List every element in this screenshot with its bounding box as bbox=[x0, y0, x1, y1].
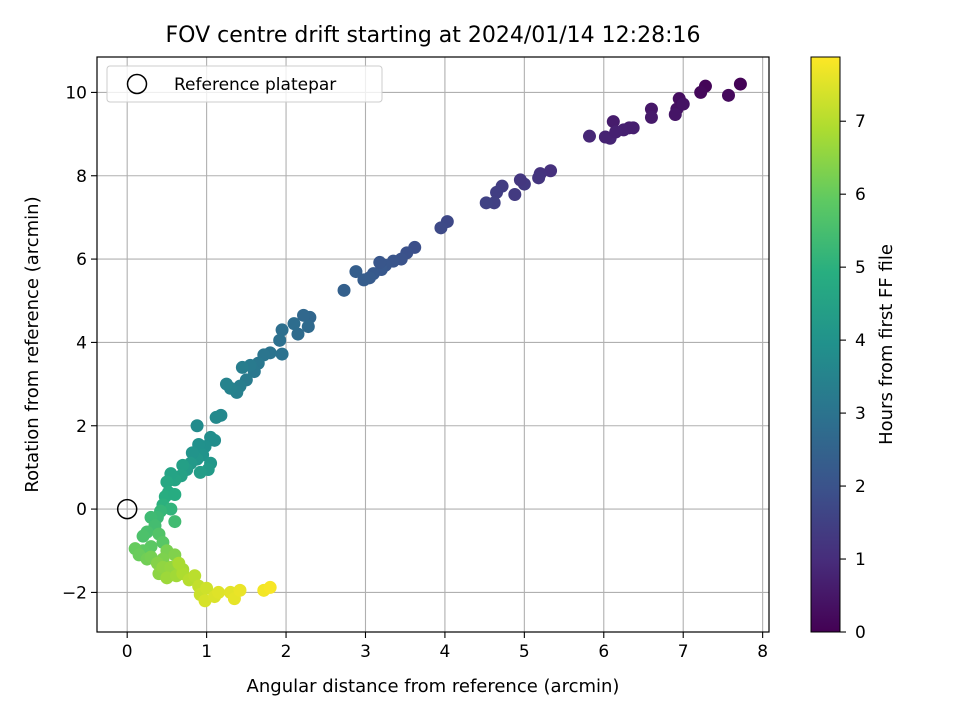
x-tick-label: 4 bbox=[440, 642, 451, 662]
data-point bbox=[544, 164, 558, 178]
legend: Reference platepar bbox=[106, 65, 383, 103]
data-point bbox=[508, 188, 522, 201]
data-point bbox=[606, 115, 620, 129]
colorbar-ticks: 0 1 2 3 4 5 6 7 bbox=[840, 112, 866, 643]
data-point bbox=[337, 283, 351, 297]
legend-reference-marker bbox=[126, 73, 148, 95]
data-point bbox=[297, 308, 311, 322]
data-point bbox=[219, 377, 233, 391]
data-point bbox=[168, 488, 182, 501]
data-point bbox=[275, 323, 289, 337]
data-point bbox=[168, 515, 182, 529]
data-point bbox=[609, 125, 623, 139]
y-tick-label: 4 bbox=[76, 333, 87, 353]
y-tick-label: 6 bbox=[76, 250, 87, 270]
x-tick-label: 1 bbox=[201, 642, 212, 662]
data-point bbox=[694, 85, 708, 99]
data-point bbox=[235, 360, 249, 374]
data-point bbox=[188, 569, 202, 583]
x-tick-label: 7 bbox=[678, 642, 689, 662]
data-point bbox=[185, 446, 199, 460]
x-tick-label: 0 bbox=[122, 642, 133, 662]
data-point bbox=[490, 185, 504, 199]
colorbar-tick-label: 2 bbox=[855, 477, 866, 497]
colorbar-tick-label: 4 bbox=[855, 331, 866, 351]
data-point bbox=[287, 317, 301, 331]
x-tick-label: 6 bbox=[598, 642, 609, 662]
x-tick-label: 5 bbox=[519, 642, 530, 662]
data-point bbox=[193, 465, 207, 479]
legend-box bbox=[106, 65, 383, 103]
colorbar-tick-label: 0 bbox=[855, 623, 866, 643]
y-tick-label: 2 bbox=[76, 417, 87, 437]
data-point bbox=[357, 273, 371, 287]
x-tick-label: 3 bbox=[360, 642, 371, 662]
y-axis-ticks: −2 0 2 4 6 8 10 bbox=[62, 83, 97, 603]
plot-frame bbox=[96, 56, 770, 633]
colorbar bbox=[810, 56, 841, 633]
data-point bbox=[676, 97, 690, 111]
reference-platepar-marker bbox=[116, 498, 138, 520]
data-point bbox=[212, 585, 226, 599]
data-point bbox=[479, 196, 493, 210]
data-point bbox=[349, 265, 363, 279]
data-point bbox=[513, 173, 527, 187]
data-point bbox=[164, 502, 178, 516]
y-tick-label: 0 bbox=[76, 500, 87, 520]
data-point bbox=[373, 255, 387, 269]
data-point bbox=[721, 88, 735, 102]
data-point bbox=[176, 458, 190, 472]
data-point bbox=[532, 171, 546, 185]
colorbar-tick-label: 1 bbox=[855, 550, 866, 570]
data-point bbox=[582, 129, 596, 143]
y-tick-label: −2 bbox=[62, 583, 87, 603]
data-point bbox=[209, 410, 223, 424]
grid-lines bbox=[97, 57, 769, 632]
x-axis-ticks: 0 1 2 3 4 5 6 7 8 bbox=[122, 632, 768, 662]
data-point bbox=[598, 130, 612, 144]
data-point bbox=[434, 221, 448, 235]
data-point bbox=[263, 580, 277, 594]
data-point bbox=[136, 529, 150, 543]
data-point bbox=[200, 581, 214, 595]
colorbar-tick-label: 6 bbox=[855, 185, 866, 205]
y-axis-label: Rotation from reference (arcmin) bbox=[22, 196, 43, 492]
legend-entry-reference: Reference platepar bbox=[174, 75, 336, 95]
data-point bbox=[273, 333, 287, 347]
x-axis-label: Angular distance from reference (arcmin) bbox=[247, 676, 620, 697]
data-point bbox=[644, 110, 658, 124]
data-point bbox=[172, 556, 186, 570]
colorbar-label: Hours from first FF file bbox=[876, 244, 897, 445]
data-point bbox=[190, 419, 204, 433]
data-point bbox=[275, 347, 289, 361]
colorbar-tick-label: 5 bbox=[855, 258, 866, 278]
data-points bbox=[128, 77, 747, 608]
x-tick-label: 2 bbox=[281, 642, 292, 662]
data-point bbox=[160, 475, 174, 489]
data-point bbox=[291, 327, 305, 341]
data-point bbox=[668, 108, 682, 121]
data-point bbox=[626, 121, 640, 135]
x-tick-label: 8 bbox=[757, 642, 768, 662]
colorbar-tick-label: 7 bbox=[855, 112, 866, 132]
y-tick-label: 10 bbox=[65, 83, 87, 103]
data-point bbox=[301, 320, 315, 334]
data-point bbox=[233, 583, 247, 597]
y-tick-label: 8 bbox=[76, 167, 87, 187]
chart-title: FOV centre drift starting at 2024/01/14 … bbox=[166, 23, 701, 48]
data-point bbox=[733, 77, 747, 91]
colorbar-tick-label: 3 bbox=[855, 404, 866, 424]
